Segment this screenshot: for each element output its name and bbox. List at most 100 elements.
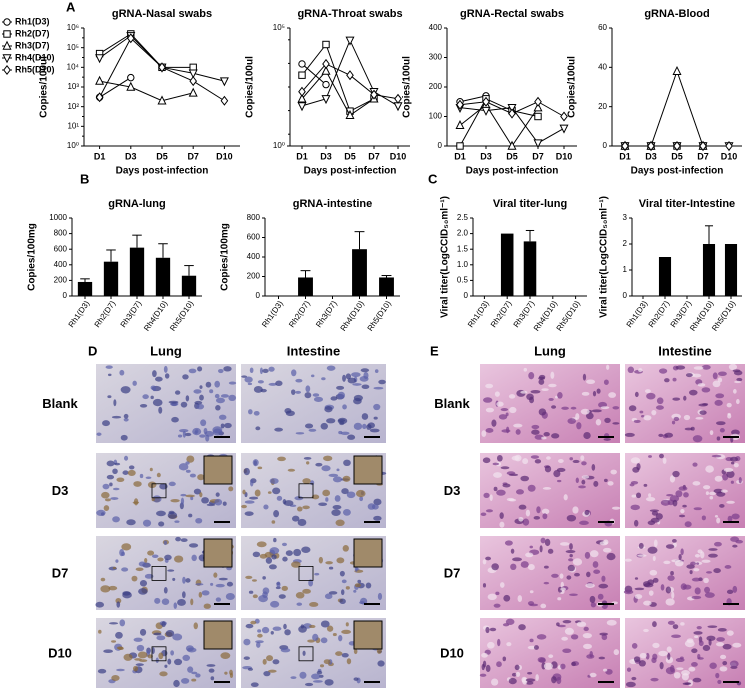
tissue-texture: [603, 438, 611, 441]
tissue-texture: [377, 660, 385, 667]
tissue-texture: [675, 490, 683, 498]
tissue-texture: [520, 390, 528, 394]
tissue-texture: [120, 386, 131, 394]
tissue-texture: [158, 521, 165, 527]
tissue-texture: [225, 592, 235, 600]
tissue-texture: [311, 494, 320, 500]
marker: [508, 108, 516, 119]
tissue-texture: [187, 666, 194, 673]
tissue-texture: [96, 432, 102, 436]
tissue-texture: [722, 643, 732, 650]
tissue-texture: [328, 591, 338, 595]
inset-box: [298, 566, 314, 581]
tissue-texture: [304, 682, 314, 687]
tissue-texture: [719, 428, 725, 433]
micrograph: [96, 453, 236, 528]
tissue-texture: [664, 378, 670, 383]
tissue-texture: [152, 398, 163, 407]
bar: [724, 244, 738, 296]
tissue-texture: [122, 591, 131, 596]
tissue-texture: [485, 407, 495, 413]
panel-label: B: [80, 171, 89, 186]
tissue-texture: [302, 650, 306, 656]
error-bar: [354, 231, 365, 250]
column-header: Lung: [150, 343, 182, 358]
tissue-texture: [658, 368, 668, 374]
tissue-texture: [510, 548, 515, 554]
tissue-texture: [161, 598, 170, 606]
tissue-texture: [200, 419, 207, 427]
tissue-texture: [606, 619, 617, 626]
tissue-texture: [302, 478, 311, 484]
row-label: D10: [48, 645, 72, 660]
tissue-texture: [629, 483, 635, 487]
tissue-texture: [353, 397, 362, 405]
tissue-texture: [112, 566, 117, 570]
marker: [157, 95, 167, 105]
tissue-texture: [332, 476, 343, 483]
tissue-texture: [359, 376, 369, 382]
tissue-texture: [643, 628, 649, 633]
inset-box: [151, 646, 167, 662]
tissue-texture: [215, 597, 222, 602]
tissue-texture: [191, 678, 197, 682]
tissue-texture: [708, 553, 718, 558]
tissue-texture: [121, 567, 129, 572]
tissue-texture: [724, 565, 732, 569]
marker: [321, 95, 331, 105]
tissue-texture: [603, 539, 609, 545]
tissue-texture: [544, 538, 551, 547]
tissue-texture: [700, 551, 705, 559]
tissue-texture: [716, 491, 726, 497]
series-line: [459, 103, 539, 147]
tissue-texture: [268, 366, 275, 372]
tissue-texture: [334, 495, 341, 502]
marker: [188, 87, 198, 97]
tissue-texture: [736, 399, 740, 405]
tissue-texture: [567, 564, 575, 572]
marker: [322, 58, 330, 69]
tissue-texture: [636, 492, 642, 499]
tissue-texture: [353, 422, 363, 430]
x-tick-label: D10: [556, 151, 573, 161]
tissue-texture: [114, 462, 121, 466]
tissue-texture: [305, 385, 311, 393]
tissue-texture: [540, 603, 547, 609]
tissue-texture: [684, 639, 695, 648]
tissue-texture: [209, 389, 214, 394]
tissue-texture: [299, 671, 307, 679]
tissue-texture: [132, 665, 139, 672]
tissue-texture: [612, 422, 620, 425]
tissue-texture: [353, 677, 359, 681]
micrograph: [623, 536, 745, 610]
tissue-texture: [100, 585, 111, 593]
tissue-texture: [709, 491, 716, 496]
tissue-texture: [541, 508, 550, 515]
tissue-texture: [337, 391, 346, 399]
tissue-texture: [266, 655, 274, 662]
marker: [95, 92, 104, 103]
tissue-texture: [252, 594, 258, 599]
tissue-texture: [514, 664, 520, 671]
tissue-texture: [660, 584, 665, 591]
tissue-texture: [590, 602, 597, 608]
tissue-texture: [695, 416, 704, 420]
tissue-texture: [310, 374, 315, 378]
tissue-texture: [185, 645, 194, 652]
tissue-texture: [608, 392, 617, 398]
y-axis-title: Copies/100mg: [220, 223, 231, 291]
tissue-texture: [570, 634, 579, 640]
tissue-texture: [248, 409, 253, 415]
tissue-texture: [659, 661, 664, 670]
series-line: [301, 43, 375, 112]
x-tick-label: D10: [216, 151, 233, 161]
tissue-texture: [634, 577, 639, 580]
tissue-texture: [256, 641, 261, 648]
tissue-texture: [272, 487, 281, 495]
tissue-texture: [345, 622, 349, 627]
x-tick-label: D5: [671, 151, 683, 161]
tissue-texture: [563, 494, 568, 501]
tissue-texture: [680, 548, 684, 556]
tissue-texture: [116, 668, 125, 672]
tissue-texture: [520, 475, 530, 482]
